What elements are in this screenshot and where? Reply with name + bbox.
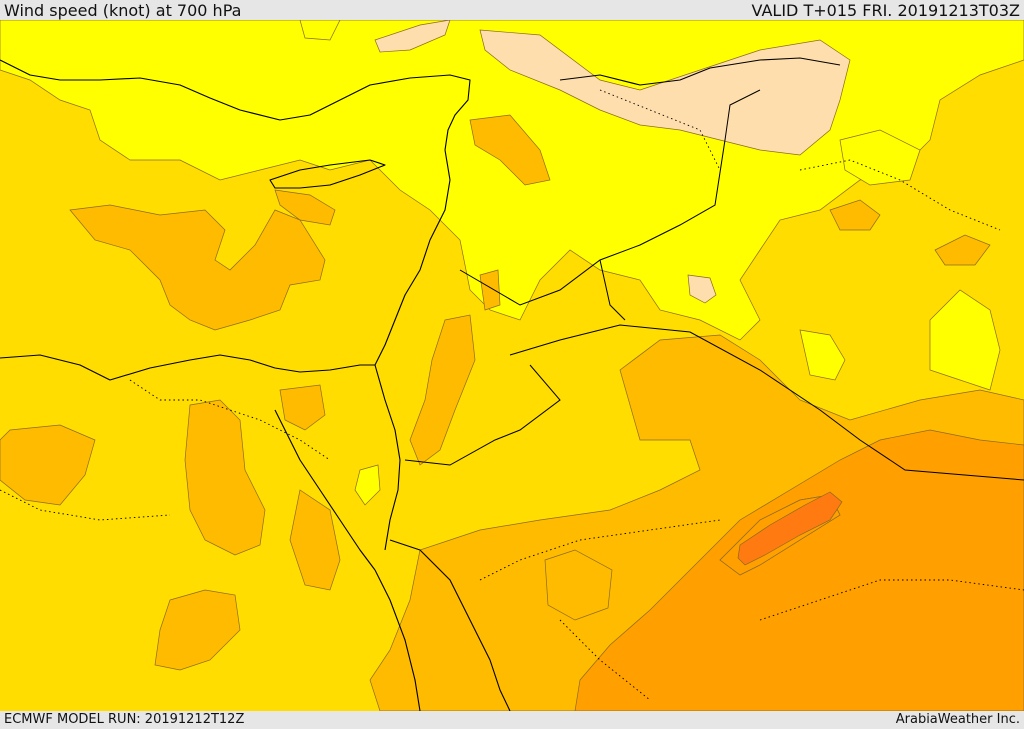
- wind-map: [0, 20, 1024, 711]
- field-light-east2: [799, 329, 846, 381]
- border-dotted-2: [0, 489, 171, 521]
- coastline-egypt-north: [0, 354, 375, 381]
- map-title: Wind speed (knot) at 700 hPa: [4, 1, 242, 20]
- field-very-light-caspian: [479, 29, 851, 156]
- coastline-caspian: [559, 57, 841, 86]
- footer-bar: ECMWF MODEL RUN: 20191212T12Z ArabiaWeat…: [0, 711, 1024, 729]
- border-egypt-saudi: [404, 364, 561, 466]
- field-very-light-iraq: [687, 274, 717, 304]
- coastline-cyprus: [269, 159, 386, 189]
- model-run: ECMWF MODEL RUN: 20191212T12Z: [4, 712, 245, 727]
- border-dotted-7: [759, 579, 1024, 621]
- coastline-turkey: [0, 59, 471, 151]
- border-syria-iraq: [459, 89, 761, 306]
- coastline-nile-gulf: [374, 364, 401, 551]
- field-fresh-egypt: [184, 399, 266, 556]
- field-fresh-libya: [0, 424, 96, 506]
- coastline-redsea-west: [374, 569, 421, 711]
- field-fresh-turkey-coast: [274, 189, 336, 226]
- border-dotted-1: [129, 379, 331, 461]
- field-stronger-core: [737, 491, 843, 566]
- field-fresh-syria: [469, 114, 551, 186]
- field-fresh-sinai: [279, 384, 326, 431]
- field-fresh-redsea: [289, 489, 341, 591]
- coastline-suez: [274, 409, 376, 571]
- border-dotted-5: [799, 159, 1001, 231]
- border-iraq-saudi: [599, 259, 626, 321]
- field-light-east3: [839, 129, 921, 186]
- field-fresh-iran: [829, 199, 881, 231]
- header-bar: Wind speed (knot) at 700 hPa VALID T+015…: [0, 0, 1024, 20]
- coastline-redsea-east: [389, 539, 511, 711]
- field-light-aegean: [299, 20, 341, 41]
- field-light-sinai: [354, 464, 381, 506]
- coastline-levant: [374, 149, 451, 366]
- field-light-east: [929, 289, 1001, 391]
- border-dotted-6: [559, 619, 651, 701]
- field-fresh-east-med: [69, 204, 326, 331]
- border-jordan-saudi: [509, 324, 1024, 481]
- field-very-light-caucasus: [374, 20, 451, 53]
- credit: ArabiaWeather Inc.: [895, 712, 1020, 727]
- valid-time: VALID T+015 FRI. 20191213T03Z: [751, 1, 1020, 20]
- field-fresh-sudan: [154, 589, 241, 671]
- field-fresh-jordan: [409, 314, 476, 466]
- field-fresh-iran2: [934, 234, 991, 266]
- field-fresh-iraq-west: [479, 269, 501, 311]
